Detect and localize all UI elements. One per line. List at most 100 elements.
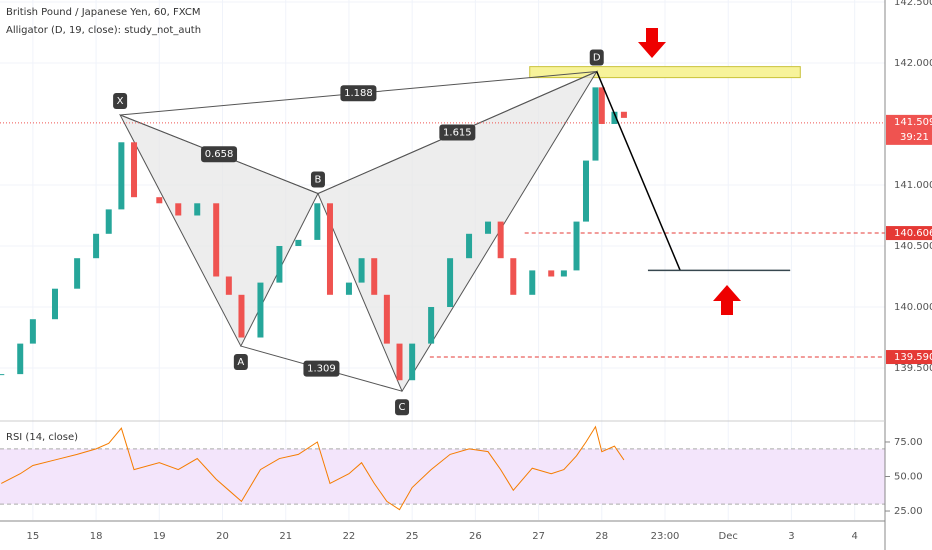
candle: [238, 294, 245, 338]
candle: [428, 307, 435, 344]
rsi-tick-label: 25.00: [894, 506, 923, 517]
down-arrow: [638, 28, 666, 58]
supply-zone: [529, 66, 801, 79]
ratio-label-box: [201, 146, 238, 163]
y-tick-label: 142.000: [894, 58, 932, 69]
y-tick-label: 142.500: [894, 0, 932, 8]
candle: [225, 276, 232, 295]
ratio-label-box: [303, 360, 340, 377]
x-tick-label: 19: [153, 531, 166, 542]
ratio-label: 1.615: [443, 128, 472, 139]
candle: [93, 233, 100, 259]
candle: [371, 258, 378, 295]
rsi-tick-label: 75.00: [894, 437, 923, 448]
candle: [529, 270, 536, 295]
x-tick-label: 4: [851, 531, 857, 542]
y-tick-label: 140.000: [894, 302, 932, 313]
ratio-label-box: [340, 85, 377, 102]
point-label: D: [593, 53, 601, 64]
candle: [582, 160, 589, 222]
layers: 1.188 0.658 1.309 1.615 X A B C D: [0, 0, 890, 520]
candle: [17, 343, 24, 375]
candle: [175, 203, 182, 216]
y-tick-label: 140.500: [894, 241, 932, 252]
candle: [485, 221, 492, 234]
candle: [510, 258, 517, 295]
x-tick-label: 25: [406, 531, 419, 542]
price-label: 141.509: [894, 117, 932, 128]
ratio-label-box: [439, 124, 476, 141]
candle: [314, 203, 321, 240]
point-label-box: [233, 354, 248, 371]
point-label: B: [315, 175, 322, 186]
candle: [326, 203, 333, 295]
projection-line: [596, 71, 681, 271]
point-label-box: [395, 399, 410, 416]
ratio-label: 0.658: [205, 149, 234, 160]
x-tick-label: 22: [343, 531, 356, 542]
candle: [573, 221, 580, 271]
x-tick-label: 28: [595, 531, 608, 542]
candle: [466, 233, 473, 259]
countdown-label: 39:21: [900, 132, 929, 143]
chart-title: British Pound / Japanese Yen, 60, FXCM: [6, 7, 201, 18]
y-tick-label: 141.000: [894, 180, 932, 191]
point-label: C: [399, 402, 406, 413]
rsi-line: [1, 425, 625, 511]
point-label-box: [310, 171, 325, 188]
x-tick-label: 18: [90, 531, 103, 542]
x-tick-label: Dec: [719, 531, 738, 542]
candle: [105, 209, 112, 234]
candle: [358, 258, 365, 283]
candle: [74, 258, 81, 289]
point-label: X: [117, 96, 124, 107]
x-tick-label: 23:00: [651, 531, 680, 542]
candle: [276, 245, 283, 283]
x-tick-label: 26: [469, 531, 482, 542]
candle: [295, 239, 302, 246]
candle: [611, 111, 618, 124]
candle: [409, 343, 416, 381]
candle: [51, 288, 58, 320]
level-label: 139.590: [894, 352, 932, 363]
candle: [0, 374, 5, 376]
candle: [620, 111, 627, 118]
candle: [396, 343, 403, 381]
candle: [345, 282, 352, 295]
x-tick-label: 21: [279, 531, 292, 542]
ratio-label: 1.309: [307, 364, 336, 375]
candle: [257, 282, 264, 338]
candle: [548, 270, 555, 277]
candle: [383, 294, 390, 344]
level-tag: [886, 226, 932, 241]
price-tag: [886, 114, 932, 145]
point-label-box: [113, 92, 128, 109]
level-tag: [886, 350, 932, 365]
candle: [131, 142, 138, 198]
point-label: A: [237, 357, 244, 368]
point-label-box: [589, 49, 604, 66]
candle: [592, 87, 599, 161]
candle: [497, 221, 504, 259]
up-arrow: [713, 285, 741, 315]
candle: [447, 258, 454, 308]
chart-subtitle: Alligator (D, 19, close): study_not_auth: [6, 25, 201, 36]
x-tick-label: 15: [27, 531, 40, 542]
rsi-label: RSI (14, close): [6, 432, 78, 443]
candle: [29, 319, 36, 344]
level-label: 140.606: [894, 228, 932, 239]
candle: [598, 87, 605, 124]
x-tick-label: 3: [788, 531, 794, 542]
candle: [194, 203, 201, 216]
candle: [560, 270, 567, 277]
candle: [213, 203, 220, 277]
candle: [118, 142, 125, 210]
rsi-tick-label: 50.00: [894, 472, 923, 483]
y-tick-label: 139.500: [894, 363, 932, 374]
candle: [156, 197, 163, 204]
x-tick-label: 20: [216, 531, 229, 542]
rsi-band: [0, 448, 885, 505]
ratio-label: 1.188: [344, 88, 373, 99]
x-tick-label: 27: [532, 531, 545, 542]
